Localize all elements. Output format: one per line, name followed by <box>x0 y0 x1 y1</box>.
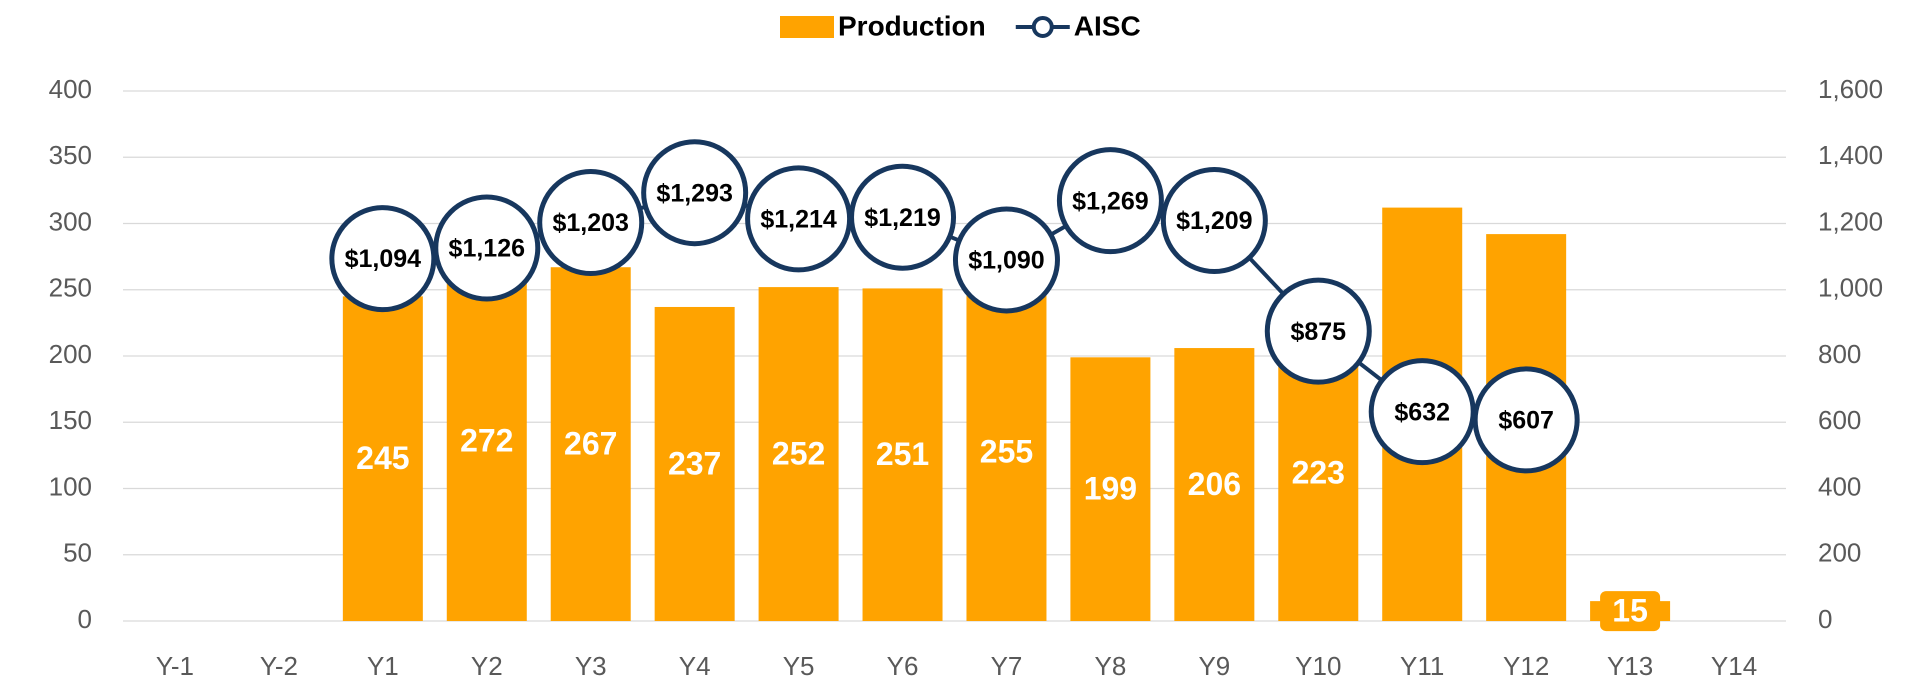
y-tick-label: 50 <box>63 538 92 568</box>
x-tick-label: Y6 <box>887 651 919 681</box>
bar <box>446 260 527 621</box>
x-tick-label: Y4 <box>679 651 711 681</box>
data-label: 223 <box>1292 455 1345 491</box>
legend-label: AISC <box>1074 10 1141 41</box>
data-label: $875 <box>1290 318 1346 346</box>
bar <box>862 288 943 621</box>
data-label: $1,090 <box>968 247 1044 275</box>
data-label: $1,214 <box>760 205 837 233</box>
data-label: 267 <box>564 426 617 462</box>
label-box <box>1600 591 1661 632</box>
bar <box>550 267 631 621</box>
data-label: 199 <box>1084 471 1137 507</box>
line-marker <box>329 205 437 313</box>
bar <box>654 306 735 621</box>
y2-tick-label: 0 <box>1818 604 1832 634</box>
y-tick-label: 350 <box>49 140 92 170</box>
line-marker <box>1264 277 1372 385</box>
x-tick-label: Y2 <box>471 651 503 681</box>
data-label: $1,269 <box>1072 187 1148 215</box>
data-label: $607 <box>1498 407 1554 435</box>
x-tick-label: Y12 <box>1503 651 1549 681</box>
data-label: 15 <box>1612 593 1648 629</box>
line-marker <box>1368 358 1476 466</box>
x-tick-label: Y11 <box>1400 651 1444 681</box>
x-tick-label: Y-1 <box>156 651 194 681</box>
y-tick-label: 150 <box>49 405 92 435</box>
line-marker <box>1160 167 1268 275</box>
y-tick-label: 250 <box>49 273 92 303</box>
y2-tick-label: 600 <box>1818 405 1861 435</box>
line-marker <box>849 163 957 271</box>
x-tick-label: Y8 <box>1095 651 1127 681</box>
data-label: $1,209 <box>1176 207 1252 235</box>
bar <box>758 287 839 621</box>
y2-tick-label: 800 <box>1818 339 1861 369</box>
data-label: 206 <box>1188 466 1241 502</box>
x-tick-label: Y14 <box>1711 651 1757 681</box>
x-tick-label: Y3 <box>575 651 607 681</box>
y2-tick-label: 400 <box>1818 471 1861 501</box>
bar <box>1070 357 1151 621</box>
line-marker <box>433 194 541 302</box>
line-marker <box>952 206 1060 314</box>
y2-tick-label: 1,400 <box>1818 140 1883 170</box>
legend-marker <box>1031 16 1054 38</box>
y2-tick-label: 1,200 <box>1818 206 1883 236</box>
bar <box>966 283 1047 621</box>
line-marker <box>1472 366 1580 474</box>
x-tick-label: Y7 <box>991 651 1023 681</box>
x-tick-label: Y10 <box>1295 651 1341 681</box>
data-label: $1,126 <box>449 235 525 263</box>
x-tick-label: Y-2 <box>260 651 298 681</box>
legend-swatch <box>780 16 834 38</box>
data-label: $1,219 <box>864 204 940 232</box>
y2-tick-label: 1,600 <box>1818 74 1883 104</box>
data-label: 255 <box>980 434 1033 470</box>
y-tick-label: 400 <box>49 74 92 104</box>
data-label: 245 <box>356 440 409 476</box>
data-label: 272 <box>460 422 513 458</box>
data-label: 252 <box>772 436 825 472</box>
line-marker <box>1056 147 1164 255</box>
x-tick-label: Y13 <box>1607 651 1653 681</box>
x-tick-label: Y9 <box>1198 651 1230 681</box>
data-label: $1,203 <box>552 209 628 237</box>
line-marker <box>537 169 645 277</box>
bar <box>342 296 423 621</box>
legend-label: Production <box>838 10 986 41</box>
line-marker <box>641 139 749 247</box>
x-tick-label: Y1 <box>367 651 399 681</box>
data-label: 251 <box>876 436 929 472</box>
data-label: $632 <box>1394 398 1450 426</box>
x-tick-label: Y5 <box>783 651 815 681</box>
y-tick-label: 200 <box>49 339 92 369</box>
data-label: 237 <box>668 445 721 481</box>
bar <box>1174 348 1255 621</box>
y-tick-label: 100 <box>49 471 92 501</box>
data-label: $1,293 <box>656 179 732 207</box>
data-label: $1,094 <box>345 245 422 273</box>
y2-tick-label: 200 <box>1818 538 1861 568</box>
y2-tick-label: 1,000 <box>1818 273 1883 303</box>
y-tick-label: 0 <box>78 604 92 634</box>
y-tick-label: 300 <box>49 206 92 236</box>
